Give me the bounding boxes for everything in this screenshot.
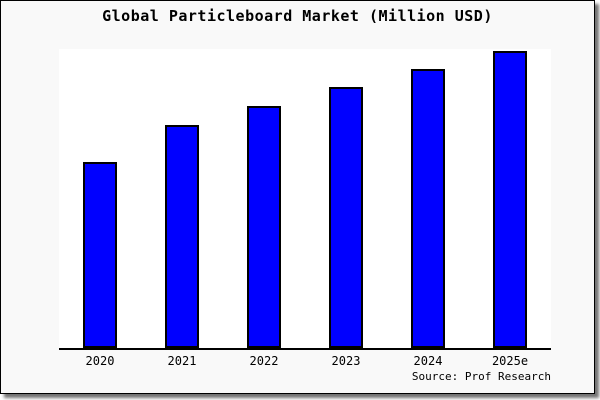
bar-2021 bbox=[165, 124, 199, 348]
bar-2022 bbox=[247, 105, 281, 348]
x-tick-label-2023: 2023 bbox=[331, 354, 361, 368]
bar-2024 bbox=[411, 69, 445, 348]
x-tick-label-2020: 2020 bbox=[85, 354, 115, 368]
bar-2025e bbox=[493, 51, 527, 348]
bar-slot-2020 bbox=[59, 49, 141, 348]
bar-2023 bbox=[329, 86, 363, 348]
source-note: Source: Prof Research bbox=[411, 370, 551, 383]
bar-slot-2025e bbox=[469, 49, 551, 348]
plot-area bbox=[59, 49, 551, 350]
x-tick-label-2025e: 2025e bbox=[491, 354, 529, 368]
x-tick-label-2022: 2022 bbox=[249, 354, 279, 368]
bars-container bbox=[59, 49, 551, 348]
x-tick-label-2021: 2021 bbox=[167, 354, 197, 368]
bar-slot-2021 bbox=[141, 49, 223, 348]
x-axis-line bbox=[59, 348, 551, 350]
x-tick-label-2024: 2024 bbox=[413, 354, 443, 368]
bar-slot-2023 bbox=[305, 49, 387, 348]
chart-title: Global Particleboard Market (Million USD… bbox=[102, 7, 493, 25]
x-axis-labels: 2020 2021 2022 2023 2024 2025e bbox=[59, 354, 551, 368]
chart-figure: Global Particleboard Market (Million USD… bbox=[0, 0, 595, 394]
bar-slot-2024 bbox=[387, 49, 469, 348]
bar-slot-2022 bbox=[223, 49, 305, 348]
bar-2020 bbox=[83, 161, 117, 348]
